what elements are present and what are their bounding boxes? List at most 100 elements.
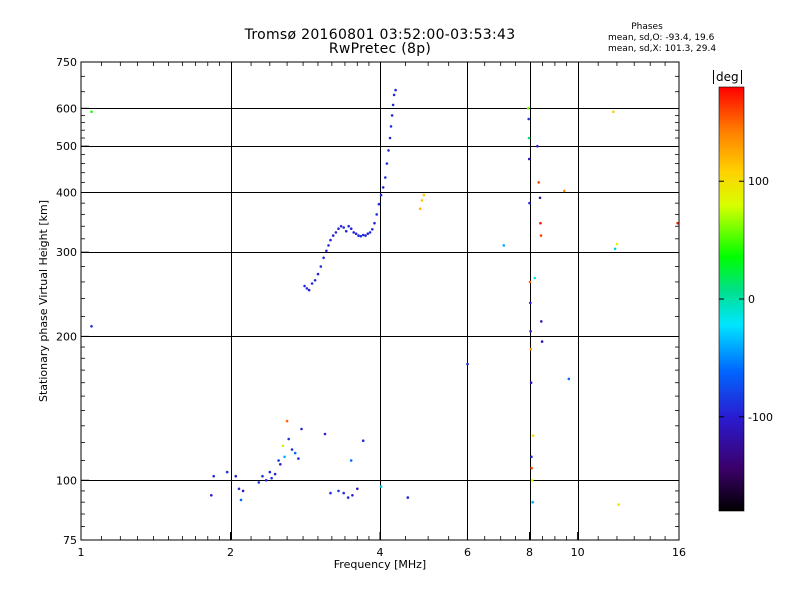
data-point [540, 340, 544, 343]
colorbar-tick-label: 100 [748, 175, 769, 188]
data-point [531, 434, 535, 437]
data-point [354, 232, 358, 235]
data-point [613, 247, 617, 251]
data-point [279, 463, 282, 466]
data-point [316, 272, 320, 276]
data-point [530, 455, 533, 459]
data-point [529, 347, 533, 351]
data-point [563, 189, 566, 193]
data-point [390, 114, 394, 117]
data-point [615, 242, 619, 246]
data-point [339, 224, 343, 228]
data-point [526, 107, 530, 110]
data-point [319, 265, 323, 268]
data-point [539, 221, 542, 225]
data-point [237, 487, 241, 491]
data-point [325, 249, 328, 253]
phases-heading: Phases [631, 22, 663, 32]
data-point [368, 231, 372, 234]
chart-title: Tromsø 20160801 03:52:00-03:53:43 [244, 27, 516, 43]
data-point [327, 244, 330, 247]
data-point [379, 485, 383, 488]
data-point [377, 202, 381, 206]
data-point [531, 500, 534, 504]
data-point [527, 117, 530, 121]
data-point [371, 228, 374, 231]
data-point [418, 207, 422, 210]
data-point [385, 162, 389, 165]
data-point [406, 496, 410, 499]
data-point [527, 157, 531, 161]
chart-subtitle: RwPretec (8p) [328, 41, 432, 57]
y-tick-label: 600 [56, 102, 77, 115]
y-tick-label: 75 [63, 534, 77, 547]
data-point [290, 448, 294, 451]
x-tick-label: 16 [672, 546, 686, 559]
data-point [337, 227, 340, 230]
data-point [322, 256, 325, 260]
data-point [264, 479, 268, 482]
data-point [533, 276, 537, 280]
data-point [389, 125, 393, 128]
data-point [225, 470, 229, 474]
data-point [384, 176, 387, 179]
data-point [361, 439, 365, 443]
data-point [346, 496, 350, 499]
data-point [537, 181, 540, 184]
y-tick-label: 100 [56, 474, 77, 487]
data-point [381, 186, 385, 189]
data-point [529, 381, 533, 385]
data-point [337, 489, 340, 493]
data-point [285, 419, 289, 423]
phases-o-stats: mean, sd,O: -93.4, 19.6 [608, 33, 715, 43]
data-point [364, 234, 367, 237]
data-point [373, 221, 376, 225]
data-point [342, 226, 346, 229]
data-point [347, 224, 351, 228]
data-point [536, 144, 539, 148]
data-point [281, 444, 285, 448]
data-point [90, 110, 93, 114]
x-tick-label: 1 [78, 546, 85, 559]
data-point [283, 455, 286, 459]
data-point [527, 136, 531, 140]
data-point [268, 470, 272, 474]
data-point [293, 451, 297, 455]
data-point [394, 88, 397, 92]
data-point [305, 287, 309, 290]
data-point [612, 110, 615, 114]
x-tick-label: 2 [227, 546, 234, 559]
data-point [300, 427, 303, 431]
data-point [529, 301, 532, 305]
data-point [323, 432, 327, 436]
data-point [210, 494, 213, 497]
data-point [530, 466, 533, 470]
data-point [239, 498, 243, 502]
x-axis-label: Frequency [MHz] [334, 558, 426, 571]
data-point [388, 136, 392, 140]
data-point [261, 474, 264, 478]
data-point [567, 377, 571, 381]
data-point [540, 320, 543, 323]
data-point [277, 459, 280, 462]
data-point [375, 213, 379, 216]
x-tick-label: 8 [526, 546, 533, 559]
data-point [529, 330, 532, 333]
data-point [241, 489, 245, 493]
data-point [676, 221, 679, 225]
data-point [334, 231, 338, 234]
data-point [329, 238, 332, 242]
colorbar-tick-label: -100 [748, 411, 773, 424]
data-point [528, 280, 532, 284]
data-point [356, 487, 359, 491]
x-tick-label: 6 [464, 546, 471, 559]
data-point [342, 491, 346, 495]
data-point [273, 472, 277, 476]
x-tick-label: 4 [377, 546, 384, 559]
data-point [349, 459, 353, 462]
colorbar-tick-label: 0 [748, 293, 755, 306]
data-point [359, 234, 363, 238]
data-point [422, 193, 426, 197]
data-point [90, 325, 93, 328]
